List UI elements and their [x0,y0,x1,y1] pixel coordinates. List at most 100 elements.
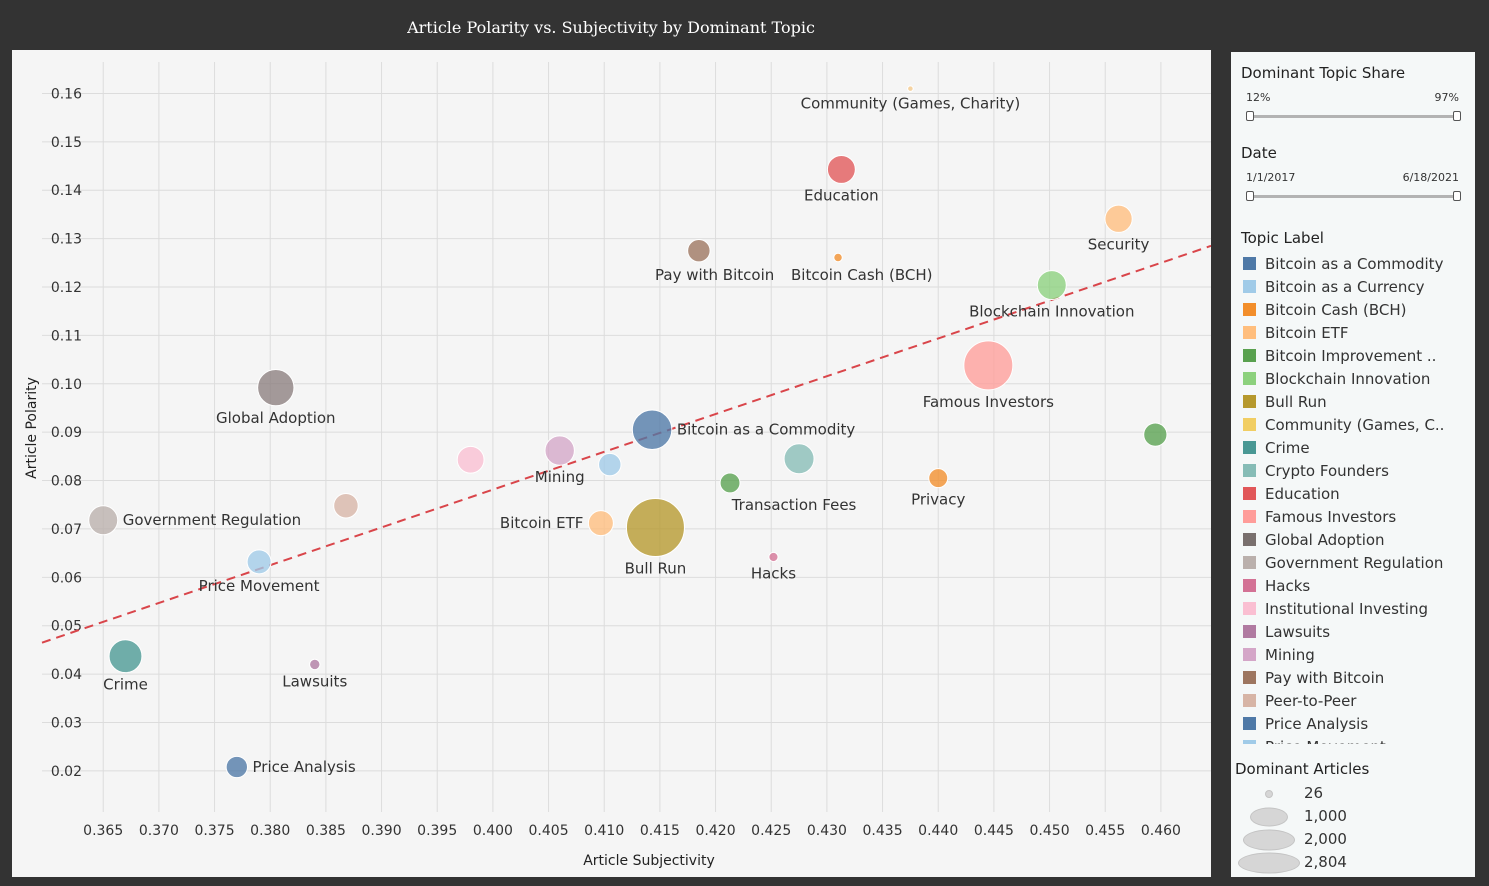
legend-item[interactable]: Institutional Investing [1243,597,1473,620]
data-label: Hacks [751,565,796,583]
legend-label: Lawsuits [1265,622,1331,641]
share-range-min-handle[interactable] [1246,111,1254,121]
data-label: Transaction Fees [731,496,857,514]
data-point [833,252,843,263]
date-filter-max: 6/18/2021 [1402,171,1459,184]
legend-swatch [1243,326,1256,339]
size-legend-bubble [1238,852,1300,873]
topic-legend-list[interactable]: Bitcoin as a Commodity Bitcoin as a Curre… [1243,252,1473,744]
legend-label: Community (Games, C.. [1265,415,1445,434]
legend-label: Bitcoin Cash (BCH) [1265,300,1407,319]
date-range-max-handle[interactable] [1453,191,1461,201]
legend-label: Blockchain Innovation [1265,369,1431,388]
data-label: Bitcoin as a Commodity [677,421,856,439]
data-label: Famous Investors [923,393,1054,411]
data-point [963,340,1014,391]
legend-item[interactable]: Crime [1243,436,1473,459]
size-legend-label: 26 [1304,784,1324,802]
legend-label: Bull Run [1265,392,1327,411]
legend-label: Famous Investors [1265,507,1397,526]
legend-item[interactable]: Price Movement [1243,735,1473,744]
legend-item[interactable]: Bull Run [1243,390,1473,413]
legend-item[interactable]: Government Regulation [1243,551,1473,574]
size-legend-bubble [1250,807,1288,826]
legend-swatch [1243,671,1256,684]
data-point [768,551,779,563]
data-label: Price Analysis [253,758,356,776]
share-filter-max: 97% [1434,91,1459,104]
share-range-max-handle[interactable] [1453,111,1461,121]
data-label: Bull Run [625,559,687,577]
y-tick-label: 0.11 [51,328,82,344]
legend-item[interactable]: Crypto Founders [1243,459,1473,482]
legend-swatch [1243,602,1256,615]
data-point [1104,204,1133,233]
legend-swatch [1243,418,1256,431]
legend-item[interactable]: Global Adoption [1243,528,1473,551]
legend-item[interactable]: Bitcoin Improvement .. [1243,344,1473,367]
legend-item[interactable]: Bitcoin ETF [1243,321,1473,344]
data-point [246,549,272,575]
legend-label: Hacks [1265,576,1311,595]
y-tick-label: 0.02 [51,764,82,780]
legend-swatch [1243,579,1256,592]
legend-label: Institutional Investing [1265,599,1428,618]
y-tick-label: 0.03 [51,715,82,731]
legend-swatch [1243,717,1256,730]
y-tick-label: 0.08 [51,474,82,490]
legend-item[interactable]: Bitcoin Cash (BCH) [1243,298,1473,321]
data-point [625,497,685,557]
size-legend-label: 1,000 [1304,807,1347,825]
x-tick-label: 0.385 [306,823,346,839]
data-point [928,468,949,489]
x-tick-label: 0.390 [362,823,402,839]
legend-item[interactable]: Hacks [1243,574,1473,597]
legend-item[interactable]: Peer-to-Peer [1243,689,1473,712]
y-axis-title: Article Polarity [24,377,40,479]
legend-swatch [1243,625,1256,638]
legend-item[interactable]: Lawsuits [1243,620,1473,643]
legend-item[interactable]: Education [1243,482,1473,505]
share-filter-title: Dominant Topic Share [1241,64,1406,82]
x-tick-label: 0.410 [584,823,624,839]
x-tick-label: 0.365 [83,823,123,839]
y-tick-label: 0.16 [51,86,82,102]
x-tick-label: 0.435 [863,823,903,839]
legend-item[interactable]: Blockchain Innovation [1243,367,1473,390]
scatter-plot: 0.365 0.370 0.375 0.380 0.385 0.390 0.395 0.400… [24,62,1211,869]
legend-label: Peer-to-Peer [1265,691,1357,710]
data-point [108,639,143,674]
y-tick-label: 0.05 [51,619,82,635]
legend-item[interactable]: Pay with Bitcoin [1243,666,1473,689]
x-tick-label: 0.415 [640,823,680,839]
legend-label: Bitcoin as a Currency [1265,277,1425,296]
legend-label: Global Adoption [1265,530,1385,549]
data-point [88,505,119,536]
legend-item[interactable]: Community (Games, C.. [1243,413,1473,436]
chart-title: Article Polarity vs. Subjectivity by Dom… [407,18,815,37]
legend-item[interactable]: Bitcoin as a Currency [1243,275,1473,298]
data-point [907,85,914,92]
legend-item[interactable]: Price Analysis [1243,712,1473,735]
date-range-min-handle[interactable] [1246,191,1254,201]
data-point [1036,270,1067,301]
share-range-slider[interactable] [1250,115,1458,118]
legend-item[interactable]: Famous Investors [1243,505,1473,528]
data-label: Mining [535,468,585,486]
legend-label: Crime [1265,438,1310,457]
date-range-slider[interactable] [1250,195,1458,198]
legend-panel: Dominant Topic Share 12% 97% Date 1/1/20… [1231,52,1475,877]
legend-label: Crypto Founders [1265,461,1389,480]
y-tick-label: 0.04 [51,667,82,683]
data-label: Price Movement [199,577,320,595]
size-legend-title: Dominant Articles [1235,760,1370,778]
legend-item[interactable]: Bitcoin as a Commodity [1243,252,1473,275]
x-tick-label: 0.440 [918,823,958,839]
x-tick-label: 0.460 [1141,823,1181,839]
legend-item[interactable]: Mining [1243,643,1473,666]
size-legend-label: 2,000 [1304,830,1347,848]
legend-swatch [1243,487,1256,500]
size-legend-row: 2,804 [1231,851,1475,874]
data-label: Blockchain Innovation [969,303,1134,321]
date-filter-title: Date [1241,144,1277,162]
